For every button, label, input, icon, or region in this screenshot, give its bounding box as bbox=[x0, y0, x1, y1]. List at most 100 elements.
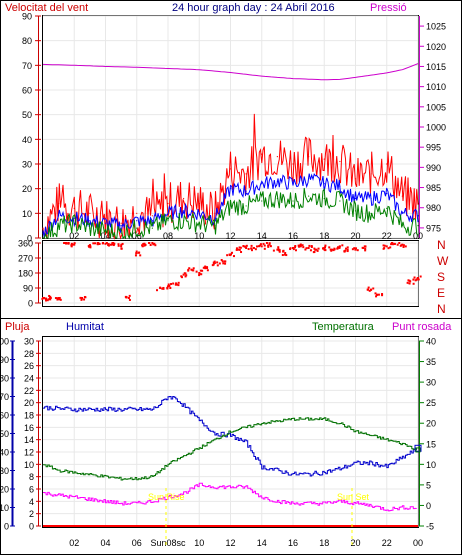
humidity-temperature-grid bbox=[43, 337, 419, 527]
direction-point bbox=[375, 293, 378, 296]
direction-point bbox=[153, 242, 156, 245]
wind-average-point bbox=[354, 197, 357, 200]
direction-point bbox=[396, 243, 399, 246]
direction-point bbox=[56, 298, 59, 301]
rain-axis-tick-label: 24 bbox=[24, 374, 34, 384]
direction-point bbox=[216, 261, 219, 264]
direction-point bbox=[257, 245, 260, 248]
wind-average-point bbox=[214, 217, 216, 219]
time-tick-label: 10 bbox=[194, 538, 204, 548]
wind-axis-tick-label: 30 bbox=[22, 160, 32, 170]
direction-point bbox=[313, 250, 316, 253]
direction-point bbox=[324, 244, 327, 247]
direction-point bbox=[128, 294, 131, 297]
time-tick-label: 00 bbox=[413, 231, 423, 241]
direction-point bbox=[278, 250, 281, 253]
rain-axis-tick-label: 14 bbox=[24, 435, 34, 445]
direction-point bbox=[345, 247, 348, 250]
wind-gust-point bbox=[198, 202, 200, 205]
direction-point bbox=[70, 242, 73, 245]
direction-axis-tick-label: 180 bbox=[18, 269, 33, 279]
sunset-label: Sun Set bbox=[337, 492, 370, 502]
direction-point bbox=[321, 247, 324, 250]
pressure-axis: 975 980 985 990 995 1000 1005 1010 1015 1020 1025 bbox=[419, 16, 446, 238]
direction-point bbox=[148, 242, 151, 244]
wind-average-point bbox=[339, 185, 341, 187]
wind-gust-point bbox=[339, 160, 341, 163]
direction-point bbox=[307, 247, 310, 249]
time-tick-label: 18 bbox=[319, 538, 329, 548]
time-tick-label: 10 bbox=[194, 231, 204, 241]
direction-point bbox=[351, 248, 354, 251]
wind-low-point bbox=[229, 205, 232, 207]
direction-point bbox=[310, 246, 313, 249]
direction-point bbox=[398, 242, 401, 244]
direction-point bbox=[111, 243, 114, 246]
direction-point bbox=[117, 243, 120, 246]
direction-point bbox=[185, 274, 188, 277]
direction-point bbox=[294, 246, 297, 249]
wind-low-point bbox=[354, 210, 357, 212]
direction-point bbox=[256, 245, 259, 248]
dewpoint-line bbox=[43, 482, 417, 512]
wind-low-point bbox=[386, 207, 388, 209]
direction-point bbox=[220, 259, 223, 262]
direction-point bbox=[198, 272, 201, 275]
wind-low-point bbox=[276, 197, 278, 200]
wind-average-point bbox=[229, 188, 232, 190]
wind-low-point bbox=[183, 220, 185, 222]
direction-point bbox=[221, 260, 224, 263]
direction-point bbox=[408, 282, 411, 285]
direction-point bbox=[112, 244, 115, 247]
dir-label-w: W bbox=[437, 254, 449, 268]
direction-point bbox=[200, 273, 203, 276]
direction-point bbox=[141, 244, 144, 247]
direction-point bbox=[309, 249, 312, 252]
direction-point bbox=[333, 248, 336, 251]
wind-low-point bbox=[89, 227, 91, 229]
wind-direction-grid bbox=[43, 241, 419, 306]
direction-point bbox=[392, 243, 395, 246]
direction-point bbox=[121, 242, 124, 245]
direction-point bbox=[324, 246, 327, 249]
direction-point bbox=[49, 295, 52, 298]
direction-point bbox=[180, 275, 183, 278]
direction-point bbox=[399, 244, 402, 247]
dir-label-n-bottom: N bbox=[437, 302, 446, 316]
dir-label-n-top: N bbox=[437, 238, 446, 252]
wind-gust-point bbox=[292, 163, 294, 165]
wind-low-point bbox=[151, 227, 153, 229]
direction-point bbox=[149, 244, 152, 247]
direction-point bbox=[338, 246, 341, 249]
wind-average-point bbox=[245, 190, 247, 192]
direction-point bbox=[238, 248, 241, 251]
direction-point bbox=[328, 246, 331, 249]
rain-axis-tick-label: 4 bbox=[29, 497, 34, 507]
dir-label-s: S bbox=[437, 270, 445, 284]
direction-point bbox=[294, 244, 297, 247]
direction-point bbox=[369, 288, 372, 291]
direction-point bbox=[188, 267, 191, 270]
humidity-axis-tick-label: 60 bbox=[0, 411, 9, 421]
direction-point bbox=[56, 297, 59, 300]
humidity-axis-tick-label: 90 bbox=[0, 355, 9, 365]
wind-gust-point bbox=[417, 202, 419, 205]
humidity-temperature-panel: 0102030405060708090100 02468101214161820… bbox=[0, 336, 436, 548]
wind-gust-point bbox=[167, 202, 169, 205]
direction-point bbox=[169, 287, 172, 290]
direction-point bbox=[329, 248, 332, 251]
wind-average-point bbox=[323, 183, 325, 185]
wind-low-point bbox=[417, 225, 419, 227]
direction-point bbox=[313, 247, 316, 250]
direction-point bbox=[64, 242, 67, 244]
direction-point bbox=[182, 273, 185, 276]
humidity-axis-tick-label: 100 bbox=[0, 337, 9, 347]
humidity-axis-tick-label: 80 bbox=[0, 374, 9, 384]
wind-gust-point bbox=[120, 222, 122, 224]
direction-point bbox=[43, 296, 46, 299]
direction-point bbox=[167, 283, 170, 286]
wind-gust-point bbox=[308, 156, 310, 158]
direction-point bbox=[337, 246, 340, 249]
wind-low-point bbox=[308, 195, 310, 197]
